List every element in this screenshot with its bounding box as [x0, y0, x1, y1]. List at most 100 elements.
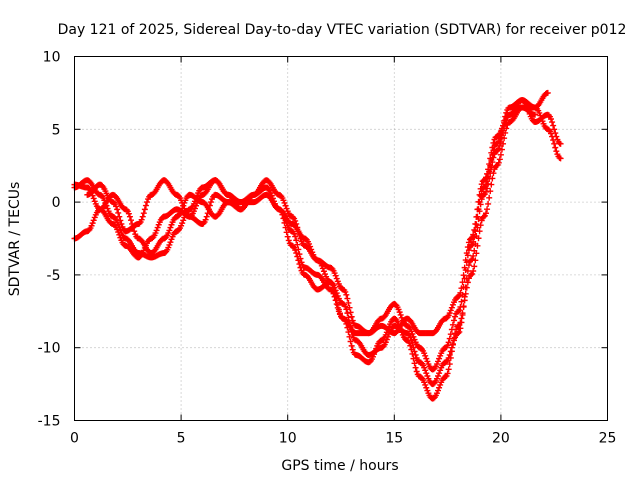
data-point — [166, 241, 173, 248]
data-point — [422, 381, 429, 388]
data-point — [485, 166, 492, 173]
data-point — [283, 229, 290, 236]
data-point — [412, 364, 419, 371]
data-point — [343, 291, 350, 298]
data-point — [488, 149, 495, 156]
data-point — [154, 224, 161, 231]
data-point — [167, 224, 174, 231]
data-point — [90, 195, 97, 202]
data-point — [475, 198, 482, 205]
data-point — [442, 373, 449, 380]
data-point — [557, 155, 564, 162]
x-tick-label: 15 — [385, 431, 403, 447]
data-point — [292, 217, 299, 224]
data-point — [435, 387, 442, 394]
data-point — [549, 119, 556, 126]
data-point — [333, 275, 340, 282]
y-tick-label: -10 — [38, 341, 61, 357]
data-point — [342, 303, 349, 310]
data-point — [344, 295, 351, 302]
data-point — [292, 233, 299, 240]
data-point — [477, 193, 484, 200]
data-point — [347, 338, 354, 345]
data-point — [548, 116, 555, 123]
data-point — [456, 292, 463, 299]
data-point — [461, 264, 468, 271]
data-point — [333, 297, 340, 304]
data-point — [115, 209, 122, 216]
data-point — [179, 199, 186, 206]
data-point — [550, 122, 557, 129]
data-point — [167, 239, 174, 246]
data-point — [153, 227, 160, 234]
data-point — [291, 230, 298, 237]
data-point — [127, 217, 134, 224]
data-point — [458, 315, 465, 322]
data-point — [455, 322, 462, 329]
data-point — [476, 191, 483, 198]
data-point — [371, 351, 378, 358]
x-tick-label: 10 — [279, 431, 297, 447]
data-point — [552, 144, 559, 151]
data-point — [344, 310, 351, 317]
data-point — [462, 290, 469, 297]
data-point — [423, 370, 430, 377]
data-point — [141, 206, 148, 213]
data-point — [463, 250, 470, 257]
data-point — [345, 299, 352, 306]
data-point — [447, 354, 454, 361]
data-point — [480, 213, 487, 220]
data-point — [336, 310, 343, 317]
data-point — [471, 226, 478, 233]
data-point — [116, 213, 123, 220]
data-point — [193, 202, 200, 209]
data-point — [436, 384, 443, 391]
data-point — [500, 140, 507, 147]
data-point — [143, 199, 150, 206]
data-point — [490, 139, 497, 146]
data-point — [468, 235, 475, 242]
x-axis-label: GPS time / hours — [281, 458, 398, 474]
data-point — [115, 229, 122, 236]
data-point — [125, 210, 132, 217]
data-point — [501, 135, 508, 142]
data-point — [422, 367, 429, 374]
data-point — [455, 293, 462, 300]
data-point — [470, 231, 477, 238]
data-point — [204, 210, 211, 217]
data-point — [293, 250, 300, 257]
data-point — [117, 217, 124, 224]
data-point — [410, 333, 417, 340]
data-point — [180, 202, 187, 209]
x-tick-label: 20 — [492, 431, 510, 447]
axis-ticks: 0 5 10 15 20 25 10 5 0 -5 -10 -15 — [38, 50, 617, 447]
data-point — [460, 272, 467, 279]
data-point — [449, 341, 456, 348]
data-point — [372, 348, 379, 355]
data-point — [456, 328, 463, 335]
data-point — [332, 272, 339, 279]
data-point — [179, 220, 186, 227]
data-point — [347, 309, 354, 316]
data-point — [458, 298, 465, 305]
data-point — [202, 216, 209, 223]
data-point — [348, 342, 355, 349]
data-point — [463, 284, 470, 291]
chart-title: Day 121 of 2025, Sidereal Day-to-day VTE… — [58, 22, 627, 38]
data-point — [334, 302, 341, 309]
data-point — [349, 346, 356, 353]
series-track-b — [71, 97, 564, 373]
data-point — [502, 129, 509, 136]
data-point — [500, 122, 507, 129]
data-point — [331, 288, 338, 295]
data-point — [296, 251, 303, 258]
data-point — [465, 262, 472, 269]
x-tick-label: 25 — [599, 431, 617, 447]
data-point — [346, 304, 353, 311]
data-point — [496, 156, 503, 163]
data-point — [490, 170, 497, 177]
data-point — [281, 199, 288, 206]
data-point — [470, 267, 477, 274]
data-point — [166, 227, 173, 234]
data-point — [552, 130, 559, 137]
